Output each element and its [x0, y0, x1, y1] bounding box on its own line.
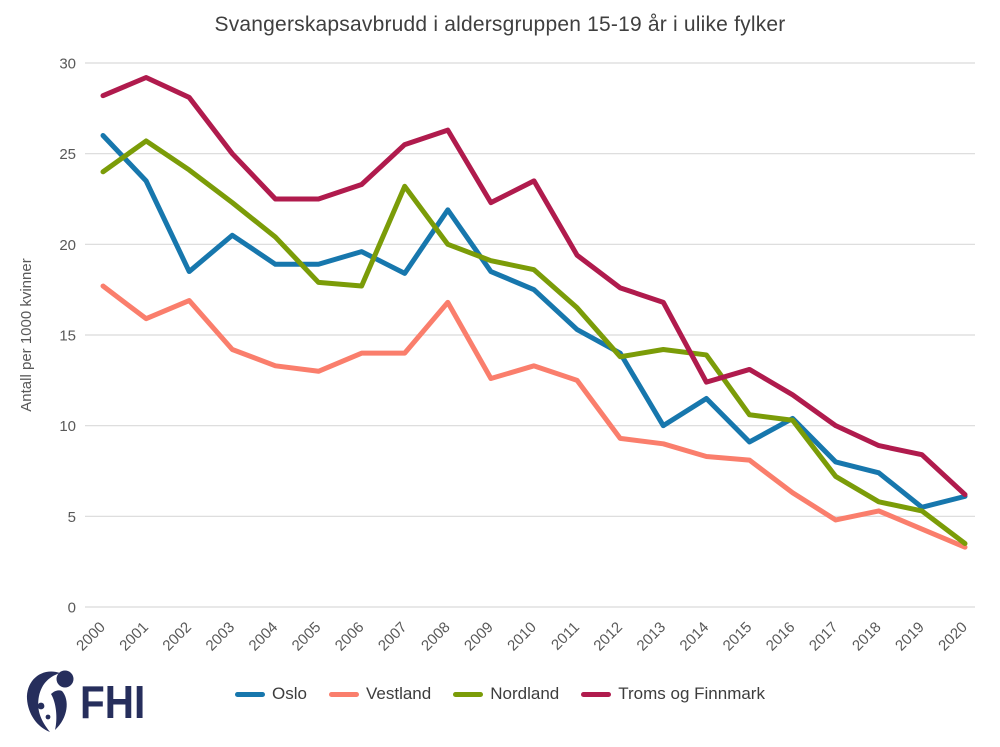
x-tick-label-2003: 2003 [203, 619, 239, 655]
y-tick-label-0: 0 [68, 600, 76, 617]
x-tick-label-2009: 2009 [461, 619, 497, 655]
y-tick-label-25: 25 [59, 146, 76, 163]
x-tick-label-2020: 2020 [935, 619, 971, 655]
series-line-vestland [100, 283, 968, 550]
x-tick-label-2014: 2014 [677, 619, 713, 655]
x-tick-label-2005: 2005 [289, 619, 325, 655]
x-tick-label-2018: 2018 [849, 619, 885, 655]
series-line-oslo [100, 133, 968, 510]
legend-swatch-vestland [329, 691, 359, 697]
legend-item-troms-og-finnmark: Troms og Finnmark [581, 684, 765, 704]
y-tick-label-10: 10 [59, 418, 76, 435]
legend-label-troms-og-finnmark: Troms og Finnmark [618, 684, 765, 703]
legend-swatch-oslo [235, 691, 266, 697]
x-tick-label-2006: 2006 [332, 619, 368, 655]
legend-item-vestland: Vestland [329, 684, 431, 704]
legend-label-oslo: Oslo [272, 684, 307, 703]
x-tick-label-2016: 2016 [763, 619, 799, 655]
legend: Oslo Vestland Nordland Troms og Finnmark [0, 684, 1000, 704]
legend-label-nordland: Nordland [490, 684, 560, 703]
series-line-nordland [100, 138, 968, 547]
x-tick-label-2002: 2002 [159, 619, 195, 655]
fhi-logo-text: FHI [80, 675, 146, 728]
x-tick-label-2001: 2001 [116, 619, 152, 655]
x-tick-label-2000: 2000 [73, 619, 109, 655]
x-tick-label-2019: 2019 [892, 619, 928, 655]
legend-item-oslo: Oslo [235, 684, 307, 704]
y-tick-label-20: 20 [59, 237, 76, 254]
x-tick-label-2015: 2015 [720, 619, 756, 655]
x-tick-label-2008: 2008 [418, 619, 454, 655]
x-tick-label-2011: 2011 [548, 619, 583, 654]
legend-swatch-nordland [453, 691, 484, 697]
x-tick-label-2007: 2007 [375, 619, 411, 655]
x-tick-label-2010: 2010 [504, 619, 540, 655]
chart-title: Svangerskapsavbrudd i aldersgruppen 15-1… [214, 13, 786, 36]
fhi-logo: FHI [20, 664, 180, 739]
legend-label-vestland: Vestland [366, 684, 432, 703]
series-line-troms-og-finnmark [100, 75, 968, 498]
x-tick-label-2012: 2012 [590, 619, 626, 655]
legend-item-nordland: Nordland [453, 684, 559, 704]
x-tick-label-2004: 2004 [246, 619, 282, 655]
y-tick-label-15: 15 [59, 328, 76, 345]
y-tick-label-30: 30 [59, 56, 76, 73]
y-axis-title: Antall per 1000 kvinner [18, 258, 35, 412]
x-tick-label-2013: 2013 [634, 619, 670, 655]
y-tick-label-5: 5 [68, 509, 76, 526]
x-tick-label-2017: 2017 [806, 619, 842, 655]
legend-swatch-troms-og-finnmark [581, 691, 612, 697]
fhi-logo-mark [26, 670, 74, 732]
